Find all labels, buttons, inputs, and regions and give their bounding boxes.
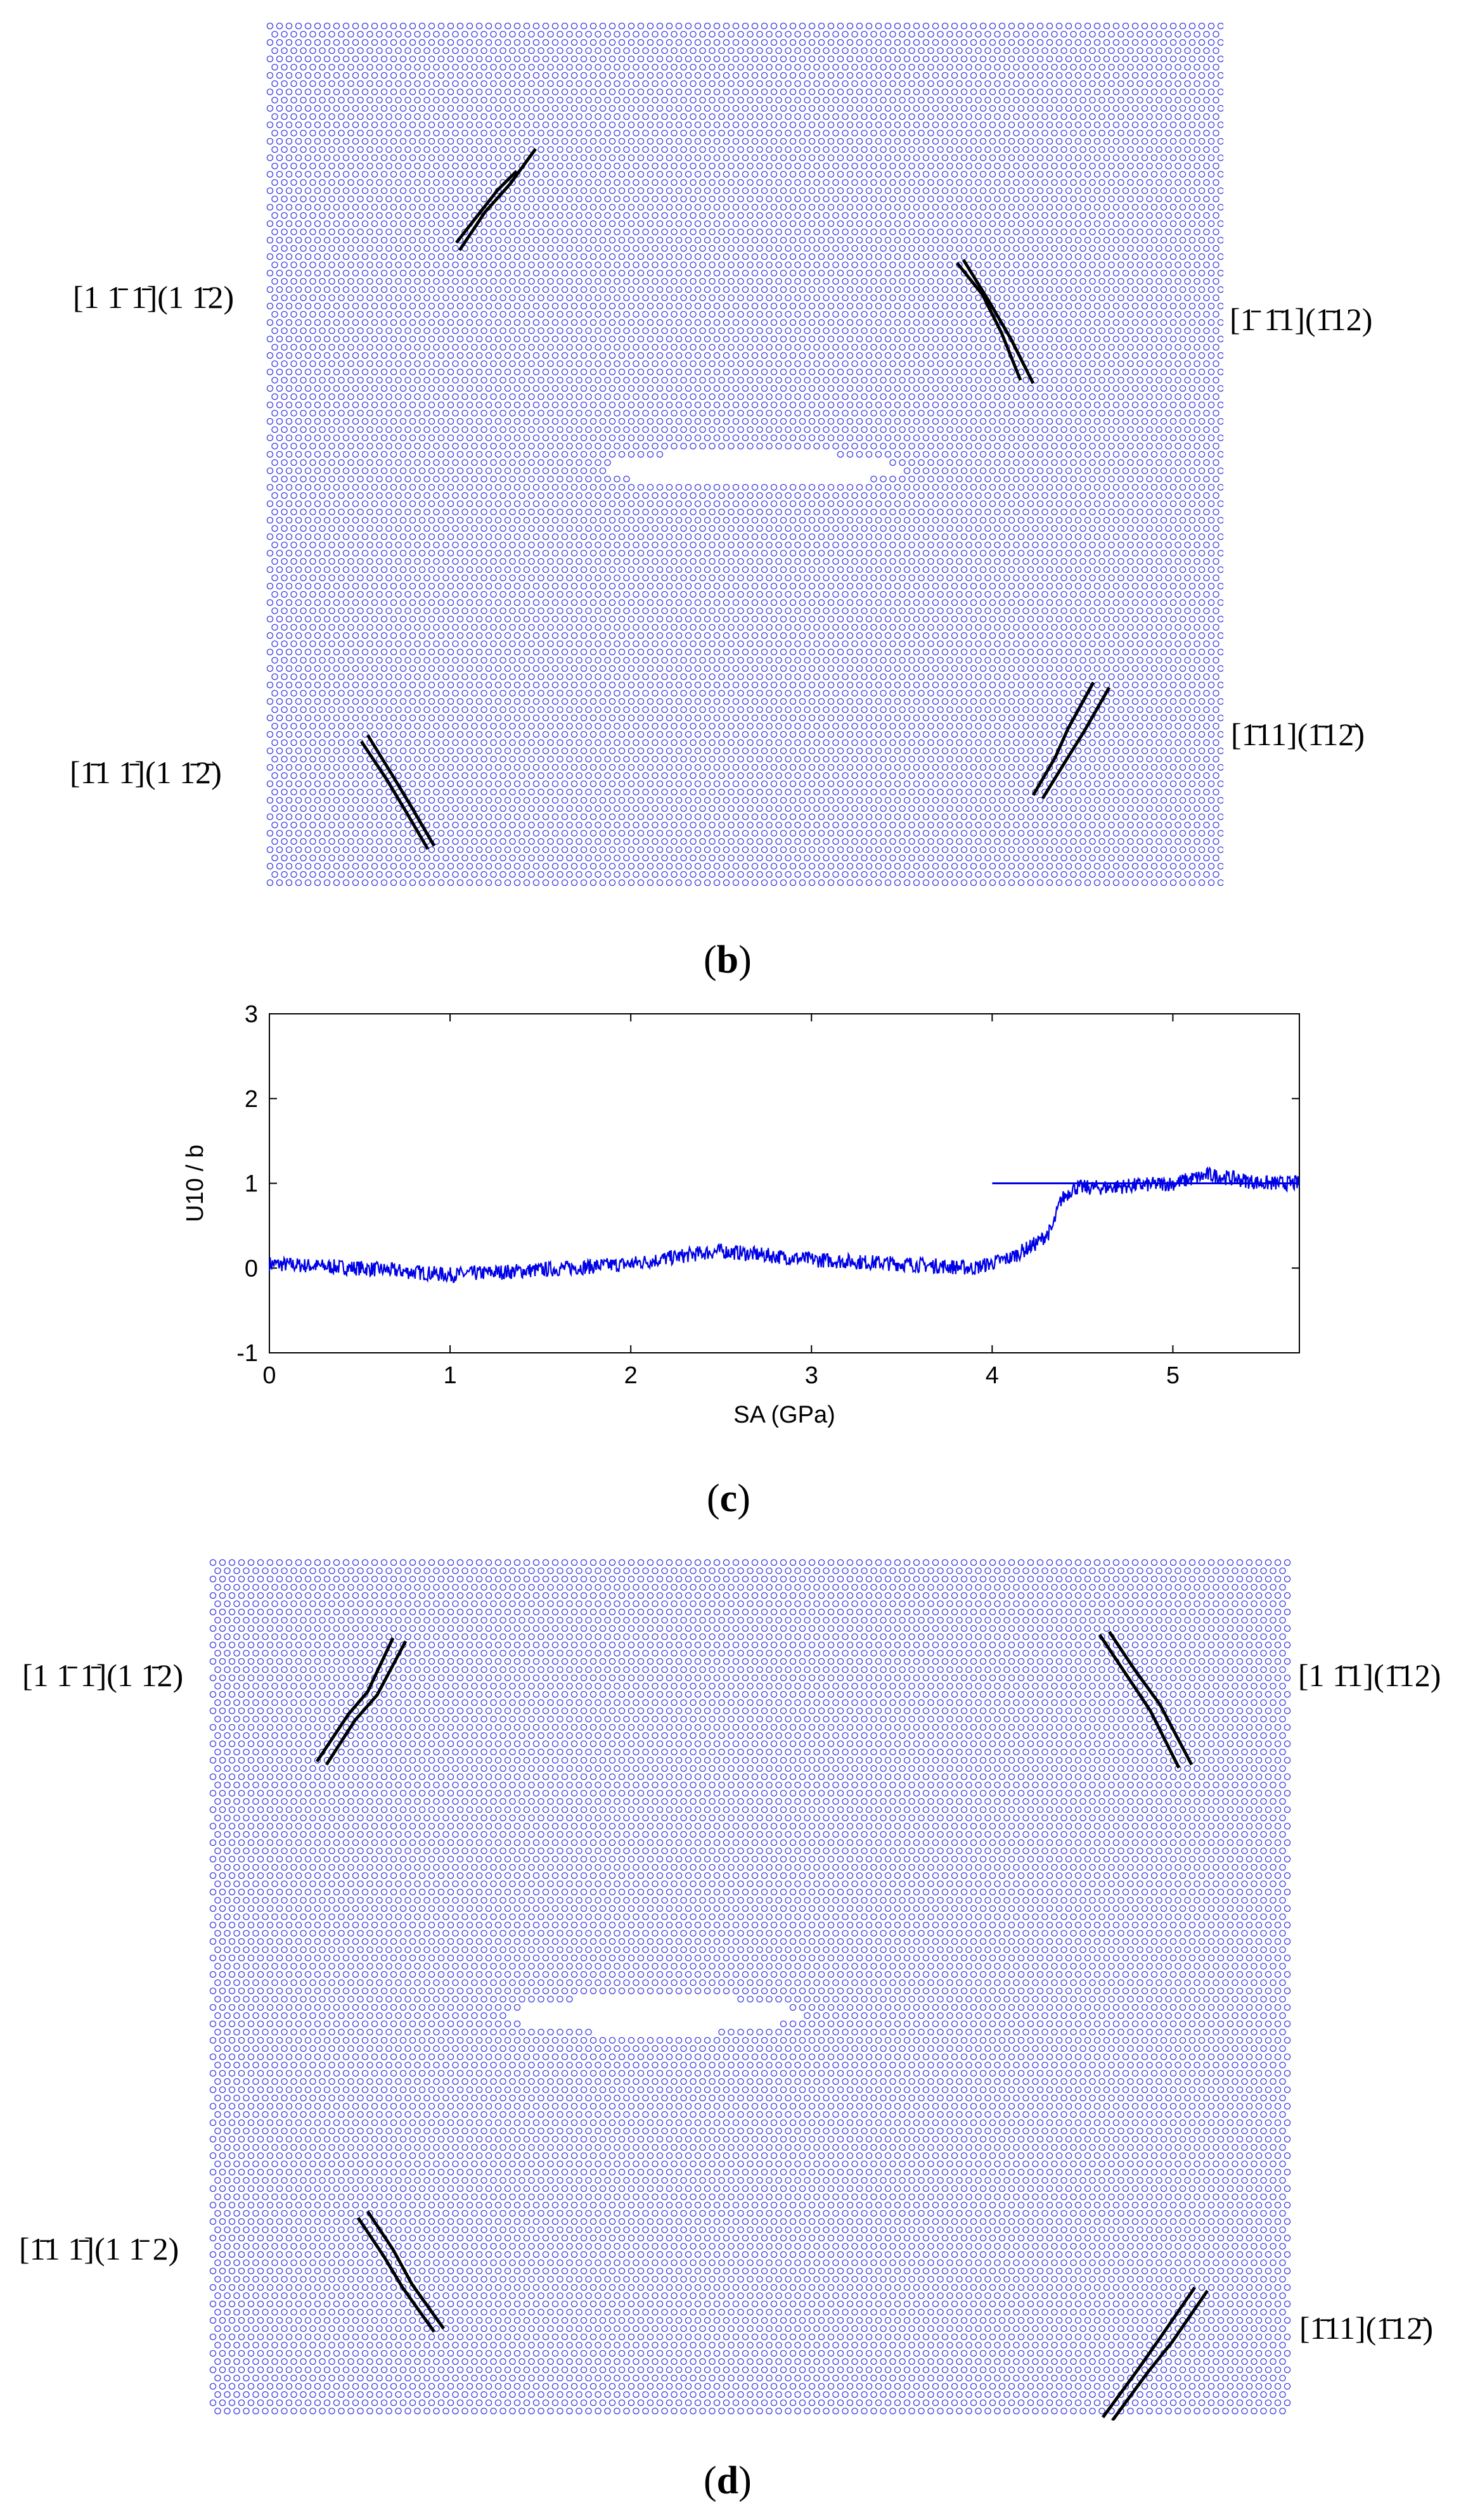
dislocation-label-bottom-left: [1̄1 1̄](1 1̄ 2): [19, 2230, 179, 2267]
x-tick-label: 2: [624, 1362, 638, 1389]
x-axis-label: SA (GPa): [733, 1402, 835, 1428]
atom-grid: [209, 1559, 1291, 2415]
dislocation-label-bottom-left: [1̄1 1̄](1 1̄2̄): [70, 754, 222, 791]
x-tick-label: 3: [805, 1362, 818, 1389]
caption-c: (c): [707, 1476, 750, 1521]
dislocation-core-2: [956, 259, 1035, 385]
dislocation-core-3: [1101, 2286, 1209, 2421]
x-tick-label: 4: [986, 1362, 999, 1389]
y-axis-label: U10 / b: [182, 1144, 209, 1222]
caption-b: (b): [704, 938, 752, 983]
dislocation-core-3: [1031, 681, 1111, 800]
x-tick-label: 0: [262, 1362, 276, 1389]
dislocation-core-4: [359, 734, 436, 850]
atomic-lattice-d: [209, 1559, 1293, 2421]
series-line-displacement: [268, 1166, 1300, 1283]
dislocation-core-4: [356, 2210, 446, 2333]
x-tick-label: 5: [1166, 1362, 1180, 1389]
dislocation-core-1: [315, 1637, 408, 1766]
dislocation-label-top-left: [1 1̄ 1̄](1 1̄2): [22, 1657, 183, 1694]
y-tick-label: 0: [245, 1255, 258, 1282]
dislocation-core-2: [1098, 1630, 1194, 1769]
panel-c-chart: 0 1 2 3 4 5 -1 0 1 2 3 SA (GPa) U10 / b: [152, 995, 1318, 1451]
atom-grid: [266, 22, 1223, 886]
dislocation-label-top-right: [1 1̄1](1̄12): [1298, 1657, 1441, 1694]
caption-d: (d): [704, 2459, 752, 2504]
dislocation-label-top-right: [1̄ 1̄1](1̄12): [1230, 301, 1372, 338]
dislocation-label-bottom-right: [1̄11](1̄12̄): [1299, 2310, 1433, 2346]
atomic-lattice-b: [266, 22, 1223, 887]
y-tick-label: 2: [245, 1086, 258, 1113]
lattice-svg: [266, 22, 1223, 886]
dislocation-label-bottom-right: [1̄11](1̄12̄): [1231, 716, 1365, 753]
dislocation-label-top-left: [1 1̄ 1̄](1 1̄2): [73, 279, 234, 316]
y-tick-label: -1: [236, 1340, 258, 1367]
lattice-svg: [209, 1559, 1291, 2421]
dislocation-core-1: [455, 148, 537, 252]
y-tick-label: 3: [245, 1001, 258, 1028]
y-tick-label: 1: [245, 1171, 258, 1198]
x-tick-label: 1: [444, 1362, 457, 1389]
